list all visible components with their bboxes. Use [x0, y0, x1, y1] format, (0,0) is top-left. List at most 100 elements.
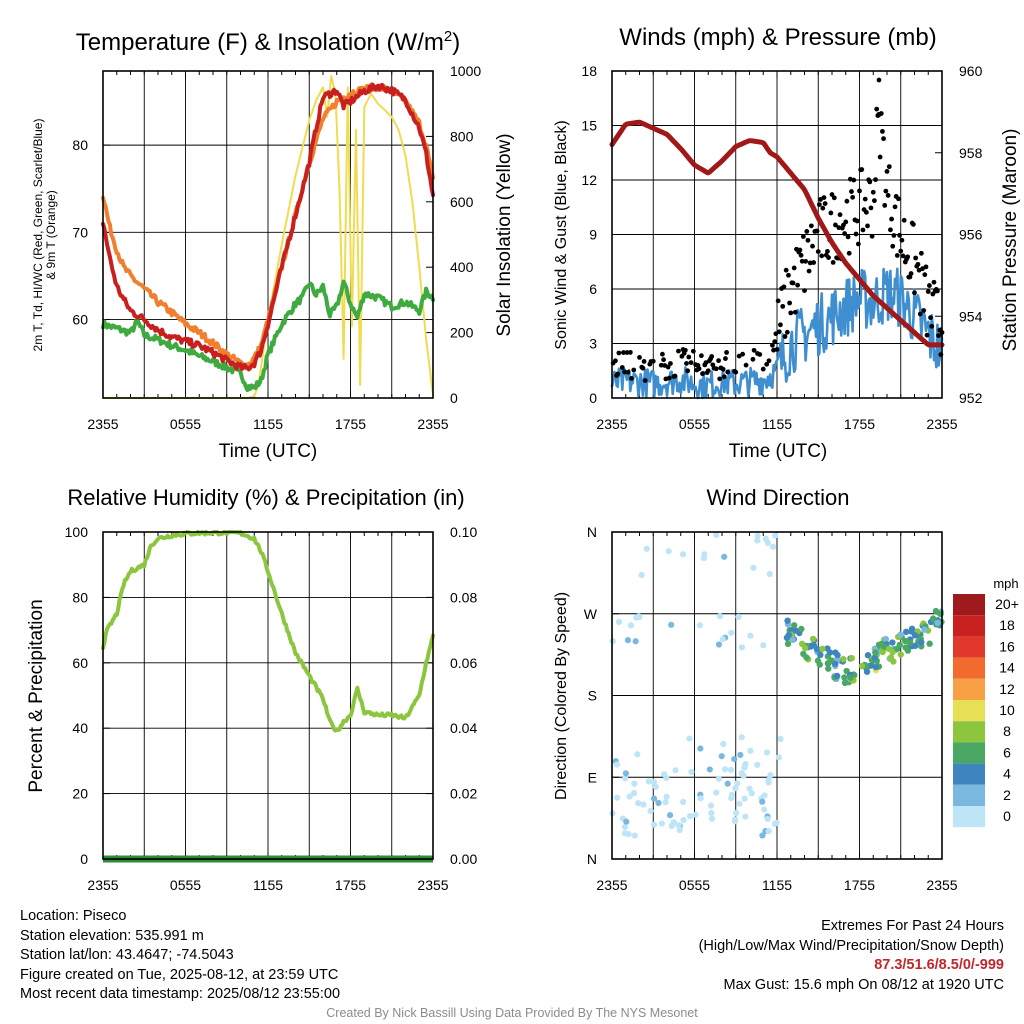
direction-point [765, 779, 772, 786]
y2-tick-label: 952 [959, 390, 983, 406]
gust-point [924, 332, 930, 338]
gust-point [925, 289, 931, 295]
y2-tick-label: 1000 [450, 63, 481, 79]
y-tick-label: 18 [581, 63, 597, 79]
direction-point [785, 631, 793, 639]
gust-point [790, 280, 796, 286]
direction-point [761, 806, 768, 813]
gust-point [918, 250, 924, 256]
y-tick-label: 70 [72, 224, 88, 240]
gust-point [880, 129, 885, 134]
gust-point [661, 357, 666, 363]
direction-point [738, 734, 745, 741]
gust-point [709, 354, 715, 359]
direction-point [650, 778, 658, 786]
gust-point [844, 198, 850, 204]
gust-point [923, 264, 929, 270]
y2-tick-label: 800 [450, 128, 474, 144]
direction-point [706, 766, 713, 773]
x-tick-label: 0555 [170, 416, 201, 432]
gust-point [905, 254, 911, 260]
colorbar-swatch [953, 700, 985, 722]
gust-point [613, 358, 618, 364]
gust-point [882, 202, 888, 208]
gust-point [874, 106, 880, 112]
direction-point [719, 635, 726, 643]
gust-point [800, 234, 806, 239]
direction-point [624, 637, 632, 644]
direction-point [918, 639, 925, 646]
direction-point [889, 639, 896, 646]
gust-point [921, 308, 927, 313]
colorbar-swatch [953, 806, 985, 828]
gust-point [822, 201, 828, 206]
colorbar-swatch [953, 742, 985, 764]
plot-frame [102, 531, 434, 860]
direction-point [814, 657, 822, 664]
direction-point [771, 820, 778, 827]
gust-point [787, 300, 793, 306]
gust-point [806, 268, 812, 274]
gust-point [815, 249, 821, 255]
direction-point [767, 772, 774, 779]
direction-point [708, 809, 715, 817]
gust-point [676, 348, 681, 354]
y-tick-label: E [588, 769, 597, 785]
direction-point [737, 751, 744, 759]
y2-tick-label: 0.06 [450, 655, 477, 671]
gust-point [877, 154, 883, 160]
direction-point [697, 745, 704, 752]
gust-point [811, 260, 817, 265]
direction-point [716, 613, 724, 620]
gust-point [936, 333, 941, 339]
gust-point [705, 368, 711, 374]
gust-point [627, 349, 633, 355]
x-tick-label: 2355 [87, 877, 118, 893]
gust-point [764, 361, 770, 367]
series-td [101, 279, 435, 393]
y-tick-label: 20 [72, 786, 88, 802]
gust-point [865, 223, 870, 229]
direction-point [847, 674, 854, 681]
direction-point [762, 535, 769, 542]
gust-point [778, 322, 783, 328]
y-tick-label: N [587, 851, 597, 867]
direction-point [708, 815, 716, 822]
gust-point [720, 366, 726, 372]
gust-point [825, 248, 830, 254]
gust-point [772, 339, 778, 345]
gust-point [886, 164, 892, 170]
extremes-subtitle: (High/Low/Max Wind/Precipitation/Snow De… [698, 937, 1004, 954]
y-tick-label: 3 [589, 336, 597, 352]
direction-point [688, 768, 695, 776]
series-rh [101, 530, 435, 733]
direction-point [763, 749, 771, 756]
gust-point [898, 248, 904, 254]
y-tick-label: 100 [65, 524, 89, 540]
extremes-title: Extremes For Past 24 Hours [821, 918, 1004, 934]
plot-frame [611, 70, 943, 399]
direction-point [765, 828, 772, 835]
gust-point [616, 350, 622, 356]
y2-tick-label: 960 [959, 63, 983, 79]
gust-point [672, 373, 678, 379]
gust-point [899, 237, 905, 243]
gust-point [868, 205, 874, 211]
direction-point [841, 679, 849, 687]
colorbar-swatch [953, 678, 985, 700]
direction-point [679, 551, 687, 558]
direction-point [720, 740, 727, 748]
direction-point [908, 625, 916, 633]
figure-created: Figure created on Tue, 2025-08-12, at 23… [20, 966, 339, 983]
gust-point [928, 315, 933, 321]
colorbar-swatch [953, 636, 985, 658]
gust-point [776, 329, 782, 335]
gust-point [913, 255, 919, 261]
x-axis-label: Time (UTC) [219, 441, 318, 462]
gust-point [889, 216, 894, 222]
direction-point [613, 761, 621, 768]
gust-point [757, 352, 763, 357]
direction-point [640, 801, 647, 808]
gust-point [713, 366, 719, 372]
direction-point [738, 644, 746, 651]
